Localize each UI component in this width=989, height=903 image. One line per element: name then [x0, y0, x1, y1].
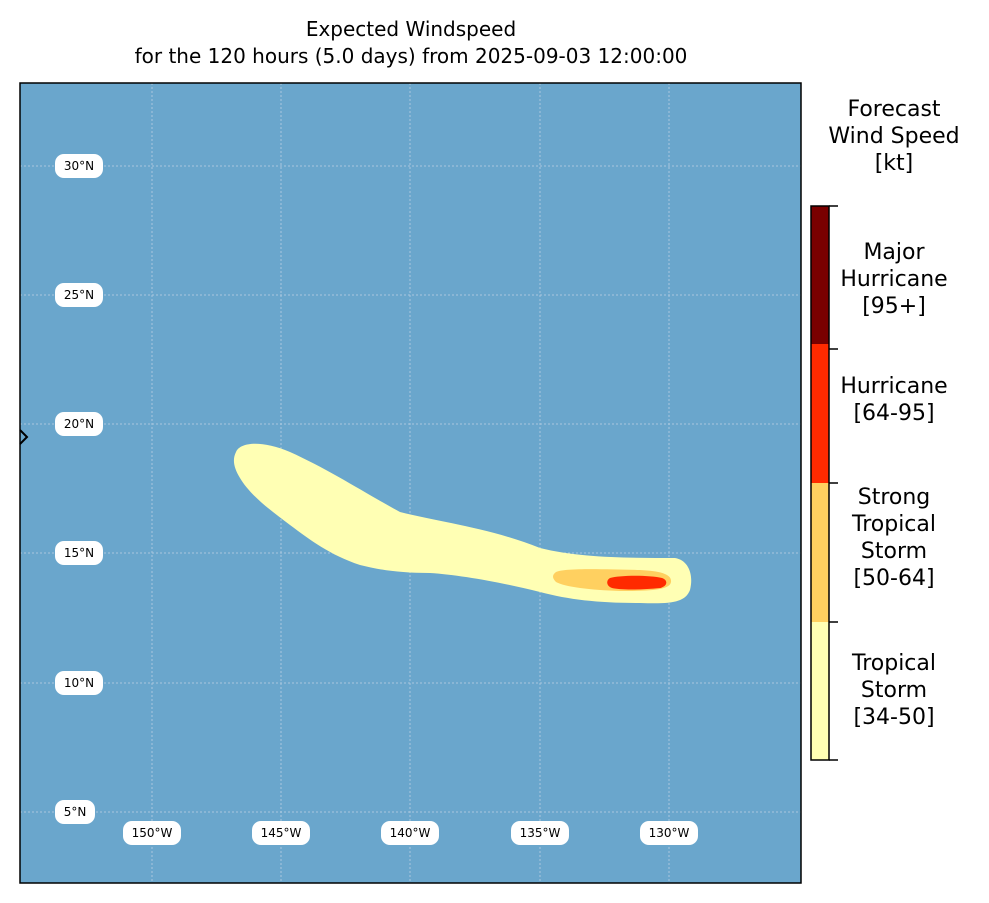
- lat-label: 10°N: [64, 676, 94, 690]
- lat-label: 20°N: [64, 417, 94, 431]
- lon-labels: 150°W 145°W 140°W 135°W 130°W: [123, 821, 698, 845]
- colorbar-label-line: [34-50]: [853, 705, 935, 730]
- colorbar-segment-hurricane: [811, 344, 829, 483]
- left-edge-marker: [19, 429, 29, 445]
- lon-label: 130°W: [649, 826, 690, 840]
- lon-label: 135°W: [520, 826, 561, 840]
- colorbar-label-line: [95+]: [862, 294, 926, 319]
- colorbar-title-line: [kt]: [874, 151, 914, 176]
- colorbar-label-line: [50-64]: [853, 566, 935, 591]
- colorbar-label-hurricane: Hurricane [64-95]: [834, 373, 954, 427]
- swath-tropical-storm: [233, 443, 692, 604]
- chart-title: Expected Windspeed: [305, 17, 517, 41]
- colorbar-label-strong-tropical-storm: Strong Tropical Storm [50-64]: [834, 484, 954, 592]
- lat-label: 15°N: [64, 546, 94, 560]
- colorbar-title-line: Wind Speed: [828, 124, 960, 149]
- colorbar-title: Forecast Wind Speed [kt]: [806, 96, 982, 177]
- colorbar-ticks: [829, 205, 838, 761]
- colorbar-label-line: [64-95]: [853, 401, 935, 426]
- lat-labels: 30°N 25°N 20°N 15°N 10°N 5°N: [55, 154, 103, 824]
- colorbar-segment-major-hurricane: [811, 206, 829, 344]
- colorbar-label-major-hurricane: Major Hurricane [95+]: [834, 239, 954, 320]
- colorbar-label-line: Major: [863, 240, 925, 265]
- lon-label: 145°W: [261, 826, 302, 840]
- lat-label: 25°N: [64, 288, 94, 302]
- colorbar-label-line: Storm: [860, 678, 928, 703]
- colorbar: [810, 205, 838, 761]
- chart-subtitle: for the 120 hours (5.0 days) from 2025-0…: [134, 44, 688, 68]
- lon-label: 140°W: [390, 826, 431, 840]
- colorbar-segment-strong-tropical-storm: [811, 483, 829, 622]
- colorbar-title-line: Forecast: [847, 97, 941, 122]
- colorbar-label-line: Hurricane: [840, 267, 948, 292]
- lat-label: 5°N: [64, 805, 87, 819]
- swath-hurricane: [607, 575, 667, 590]
- colorbar-segment-tropical-storm: [811, 622, 829, 760]
- lat-label: 30°N: [64, 159, 94, 173]
- colorbar-label-line: Hurricane: [840, 374, 948, 399]
- colorbar-label-line: Strong: [857, 485, 931, 510]
- colorbar-label-line: Tropical: [852, 512, 936, 537]
- colorbar-label-line: Storm: [860, 539, 928, 564]
- lon-label: 150°W: [132, 826, 173, 840]
- map-frame: [19, 82, 802, 884]
- colorbar-label-tropical-storm: Tropical Storm [34-50]: [834, 650, 954, 731]
- colorbar-label-line: Tropical: [852, 651, 936, 676]
